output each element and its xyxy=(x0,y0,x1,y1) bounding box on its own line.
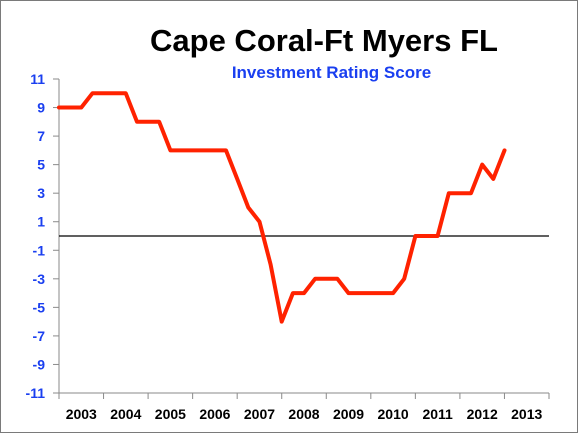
y-tick-label: -9 xyxy=(33,356,46,372)
y-tick-label: 5 xyxy=(37,157,45,173)
x-tick-label: 2011 xyxy=(422,406,453,422)
x-tick-label: 2006 xyxy=(199,406,230,422)
y-tick-label: 11 xyxy=(30,71,45,87)
chart-subtitle: Investment Rating Score xyxy=(231,63,432,82)
x-tick-label: 2007 xyxy=(244,406,275,422)
y-tick-label: -11 xyxy=(26,385,46,401)
y-tick-label: 9 xyxy=(37,100,45,116)
y-tick-label: 3 xyxy=(37,185,45,201)
y-tick-label: 1 xyxy=(37,214,45,230)
x-tick-label: 2003 xyxy=(66,406,97,422)
investment-score-line xyxy=(57,91,507,324)
y-tick-label: 7 xyxy=(37,128,45,144)
x-tick-label: 2004 xyxy=(110,406,141,422)
y-tick-label: -5 xyxy=(33,299,46,315)
x-tick-label: 2010 xyxy=(378,406,409,422)
x-tick-label: 2005 xyxy=(155,406,186,422)
chart-title: Cape Coral-Ft Myers FL xyxy=(150,23,498,58)
y-tick-label: -1 xyxy=(33,242,46,258)
y-tick-label: -3 xyxy=(33,271,46,287)
y-tick-label: -7 xyxy=(33,328,46,344)
x-tick-label: 2012 xyxy=(467,406,498,422)
x-tick-label: 2008 xyxy=(288,406,319,422)
x-tick-label: 2009 xyxy=(333,406,364,422)
x-tick-label: 2013 xyxy=(511,406,542,422)
